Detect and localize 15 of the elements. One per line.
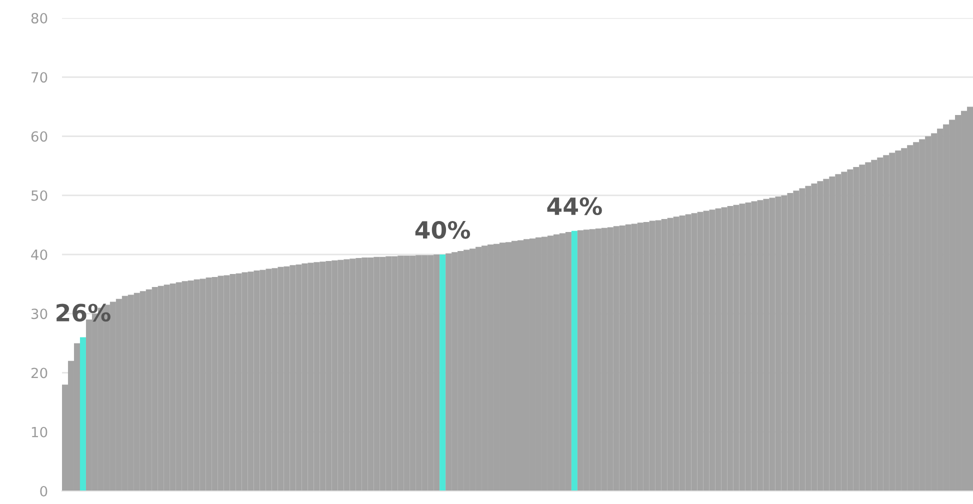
y-tick-label: 20 bbox=[31, 368, 48, 378]
bar bbox=[80, 337, 86, 491]
y-tick-label: 0 bbox=[40, 486, 48, 496]
bar bbox=[571, 230, 578, 491]
y-tick-label: 30 bbox=[31, 308, 48, 320]
data-label: 26% bbox=[56, 304, 110, 322]
y-tick-label: 80 bbox=[31, 12, 48, 24]
y-tick-label: 60 bbox=[31, 131, 48, 142]
data-label: 44% bbox=[547, 197, 602, 216]
y-tick-label: 40 bbox=[31, 249, 48, 260]
data-label: 40% bbox=[415, 220, 470, 239]
y-tick-label: 10 bbox=[32, 426, 48, 438]
y-tick-label: 50 bbox=[32, 190, 48, 201]
y-tick-label: 70 bbox=[32, 72, 48, 83]
bar bbox=[440, 254, 446, 491]
